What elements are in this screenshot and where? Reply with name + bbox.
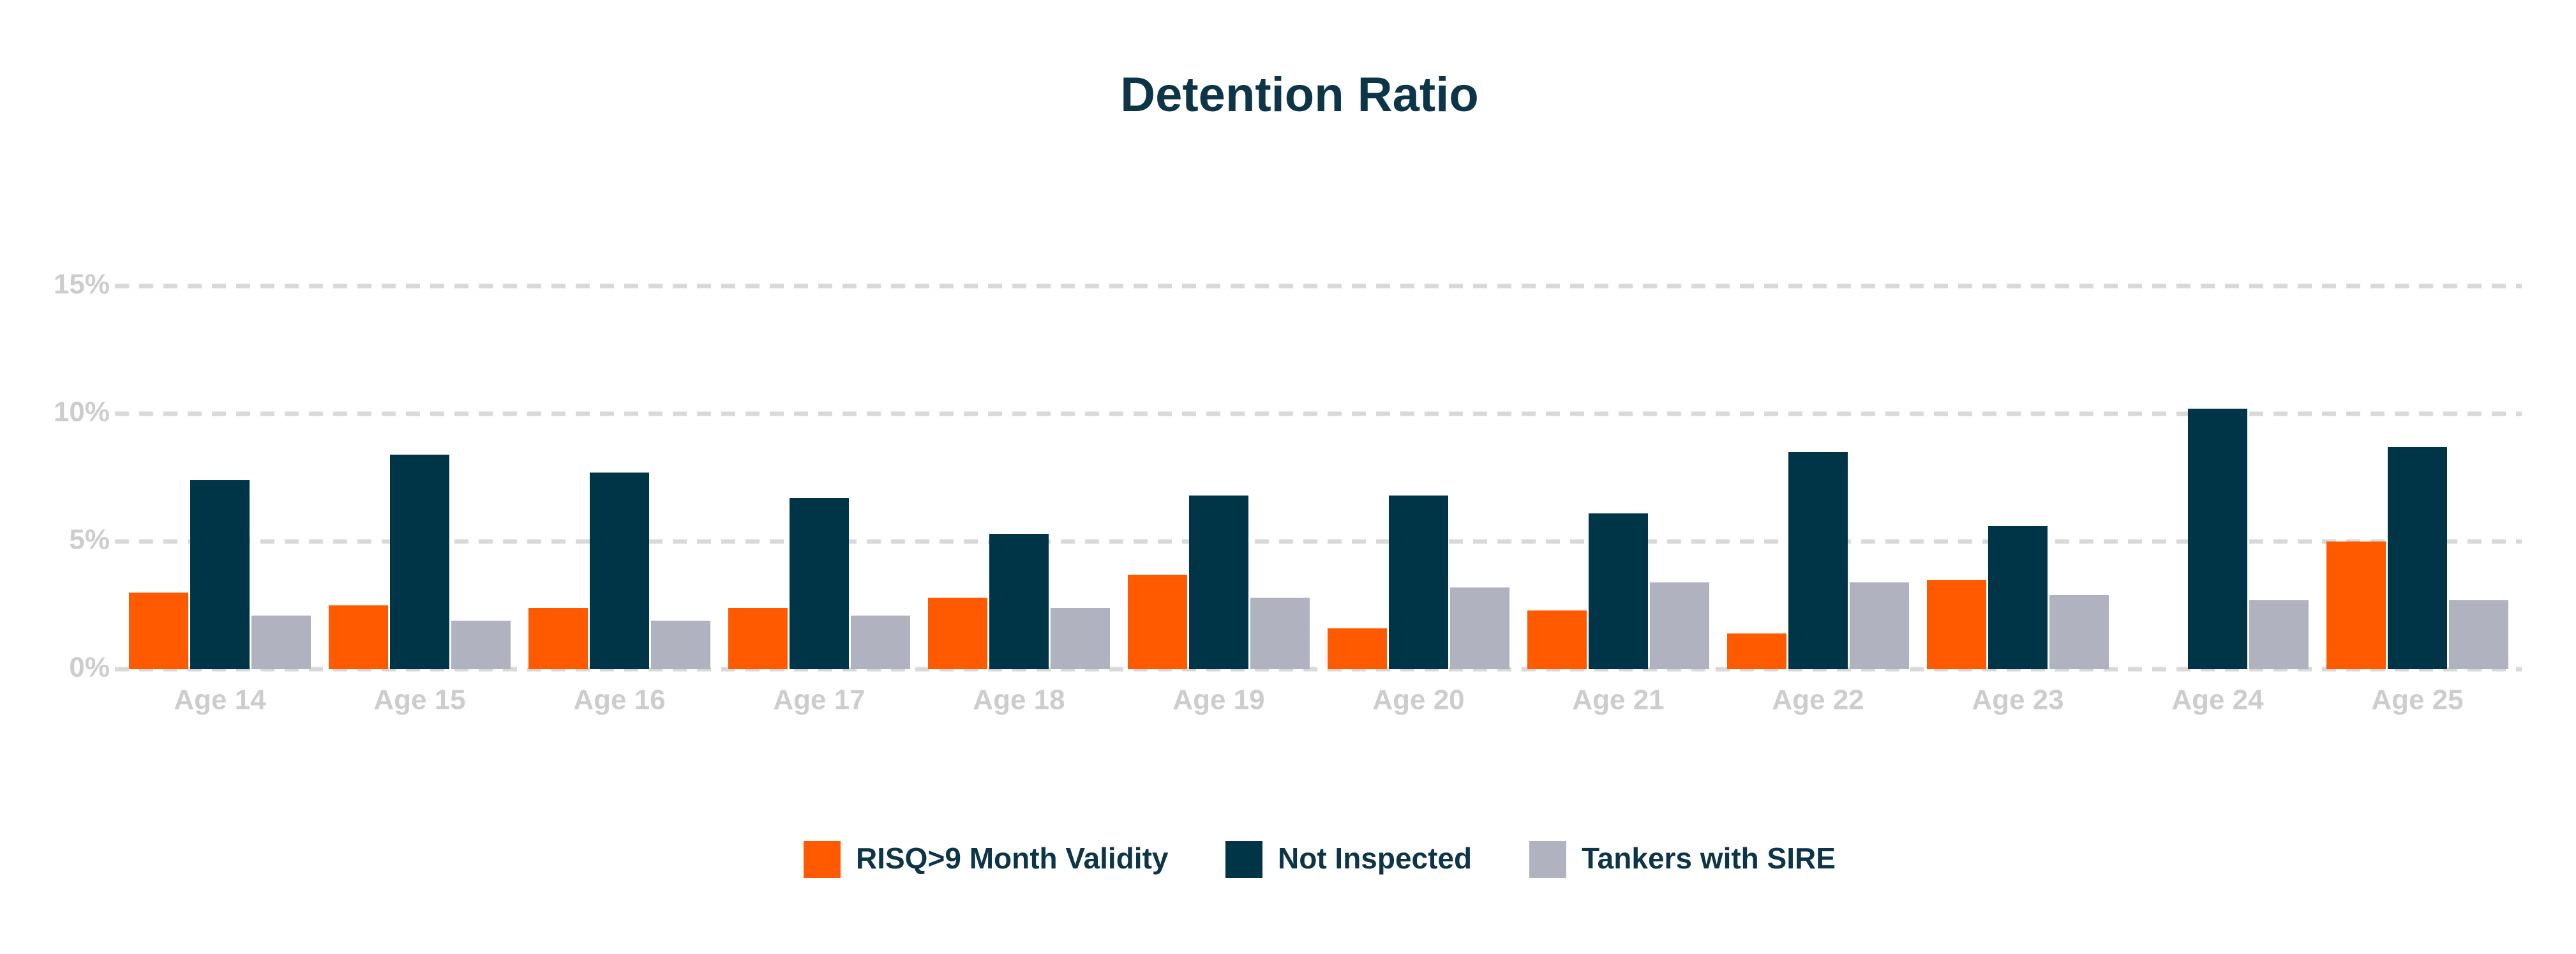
bar bbox=[1527, 610, 1587, 669]
chart-title: Detention Ratio bbox=[1120, 68, 1479, 122]
bar bbox=[2326, 541, 2386, 669]
legend-label: Not Inspected bbox=[1278, 842, 1472, 875]
x-tick-label: Age 14 bbox=[174, 685, 266, 716]
bar bbox=[928, 598, 987, 669]
bar bbox=[1850, 582, 1909, 669]
y-tick-label: 10% bbox=[54, 397, 110, 428]
bar bbox=[251, 616, 311, 669]
legend-swatch bbox=[1225, 841, 1262, 878]
bar bbox=[1927, 580, 1986, 669]
bar bbox=[190, 480, 250, 669]
y-tick-label: 0% bbox=[69, 652, 110, 683]
bar bbox=[2249, 600, 2309, 669]
bar bbox=[2449, 600, 2508, 669]
bar bbox=[1189, 496, 1248, 669]
legend-label: Tankers with SIRE bbox=[1582, 842, 1836, 875]
x-tick-label: Age 16 bbox=[573, 685, 665, 716]
legend-swatch bbox=[1529, 841, 1566, 878]
bar bbox=[1589, 513, 1648, 669]
legend-label: RISQ>9 Month Validity bbox=[856, 842, 1169, 875]
x-tick-label: Age 20 bbox=[1372, 685, 1464, 716]
x-tick-label: Age 24 bbox=[2171, 685, 2264, 716]
legend-swatch bbox=[804, 841, 841, 878]
bar bbox=[1128, 575, 1187, 669]
bar bbox=[1450, 587, 1509, 669]
x-tick-label: Age 17 bbox=[773, 685, 865, 716]
bar bbox=[790, 498, 849, 669]
bar bbox=[1328, 628, 1387, 669]
bar bbox=[851, 616, 910, 669]
bar bbox=[651, 621, 710, 669]
y-tick-label: 15% bbox=[54, 269, 110, 300]
bar bbox=[728, 608, 788, 669]
bar bbox=[1650, 582, 1709, 669]
bar bbox=[2188, 409, 2247, 669]
y-tick-label: 5% bbox=[69, 524, 110, 556]
x-tick-label: Age 18 bbox=[973, 685, 1065, 716]
bar bbox=[989, 534, 1049, 669]
bar bbox=[2388, 447, 2447, 669]
bar bbox=[2049, 595, 2109, 669]
bar bbox=[390, 455, 449, 669]
bar bbox=[129, 593, 188, 669]
bar bbox=[1988, 526, 2048, 669]
x-tick-label: Age 25 bbox=[2371, 685, 2463, 716]
x-tick-label: Age 23 bbox=[1972, 685, 2063, 716]
x-tick-label: Age 21 bbox=[1572, 685, 1664, 716]
bar bbox=[451, 621, 511, 669]
bar bbox=[1727, 633, 1786, 669]
bar bbox=[329, 605, 388, 669]
x-tick-label: Age 15 bbox=[373, 685, 465, 716]
x-tick-label: Age 19 bbox=[1172, 685, 1264, 716]
bar bbox=[1788, 452, 1848, 669]
bar bbox=[1389, 496, 1448, 669]
bar bbox=[528, 608, 588, 669]
bar bbox=[1051, 608, 1110, 669]
bar bbox=[590, 473, 649, 669]
bar bbox=[1250, 598, 1310, 669]
x-tick-label: Age 22 bbox=[1772, 685, 1864, 716]
